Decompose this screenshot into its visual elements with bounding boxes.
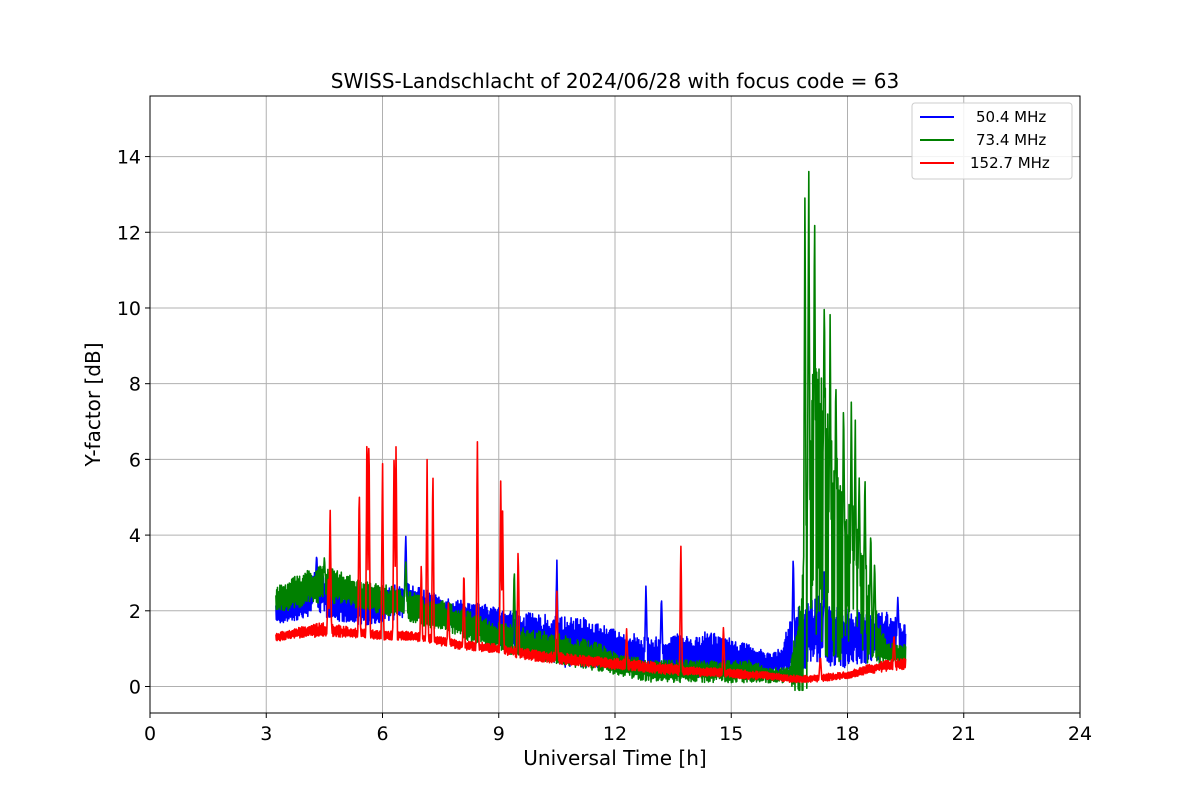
x-tick-label: 0 (144, 723, 156, 745)
x-tick-label: 21 (952, 723, 976, 745)
y-tick-label: 14 (117, 147, 141, 169)
legend-box (911, 102, 1073, 180)
series-line-152-7-mhz (275, 440, 907, 684)
y-tick-label: 0 (129, 677, 141, 699)
y-tick-label: 12 (117, 222, 141, 244)
series-layer (275, 170, 907, 692)
y-tick-label: 4 (129, 525, 141, 547)
x-tick-label: 24 (1068, 723, 1092, 745)
x-tick-label: 9 (493, 723, 505, 745)
legend-label-152-7: 152.7 MHz (970, 154, 1050, 172)
x-tick-label: 12 (603, 723, 627, 745)
y-tick-label: 2 (129, 601, 141, 623)
y-tick-label: 10 (117, 298, 141, 320)
y-tick-label: 8 (129, 374, 141, 396)
x-tick-label: 3 (260, 723, 272, 745)
y-tick-label: 6 (129, 449, 141, 471)
chart-title: SWISS-Landschlacht of 2024/06/28 with fo… (331, 69, 899, 93)
y-axis-label: Y-factor [dB] (81, 342, 105, 467)
x-tick-label: 15 (719, 723, 743, 745)
legend: 50.4 MHz 73.4 MHz 152.7 MHz (911, 102, 1073, 180)
x-axis-label: Universal Time [h] (523, 746, 706, 770)
legend-label-50-4: 50.4 MHz (976, 108, 1046, 126)
x-tick-label: 6 (376, 723, 388, 745)
legend-label-73-4: 73.4 MHz (976, 131, 1046, 149)
x-tick-label: 18 (835, 723, 859, 745)
